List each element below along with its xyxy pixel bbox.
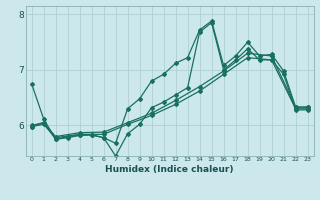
X-axis label: Humidex (Indice chaleur): Humidex (Indice chaleur) (105, 165, 234, 174)
